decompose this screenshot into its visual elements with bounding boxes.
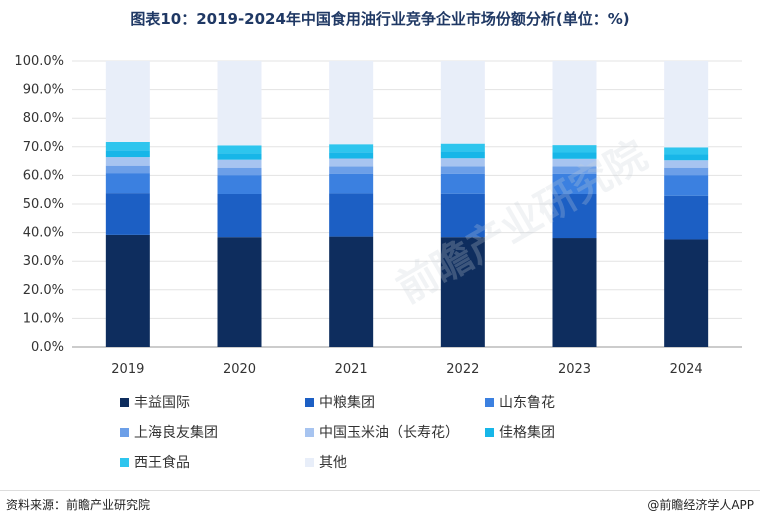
bar-segment <box>105 150 150 158</box>
bar-segment <box>552 158 597 167</box>
x-tick-label: 2021 <box>335 362 368 377</box>
bar-segment <box>552 173 597 194</box>
x-tick-label: 2019 <box>111 362 144 377</box>
legend-swatch <box>305 427 314 437</box>
bar-segment <box>105 165 150 174</box>
bar-segment <box>440 237 485 347</box>
y-tick-label: 40.0% <box>23 226 64 241</box>
x-tick-label: 2020 <box>223 362 256 377</box>
legend-item: 中粮集团 <box>305 392 375 412</box>
bar-segment <box>105 173 150 194</box>
bar-segment <box>664 195 709 240</box>
bar-segment <box>105 141 150 151</box>
legend-swatch <box>305 397 314 407</box>
legend-label: 山东鲁花 <box>499 395 555 411</box>
y-tick-label: 0.0% <box>31 340 64 355</box>
bar-segment <box>217 237 262 347</box>
bar-segment <box>217 153 262 160</box>
bar-segment <box>217 193 262 238</box>
bar-segment <box>329 158 374 167</box>
legend-label: 佳格集团 <box>499 425 555 441</box>
legend-item: 其他 <box>305 452 347 472</box>
legend-swatch <box>120 427 129 437</box>
y-tick-label: 90.0% <box>23 83 64 98</box>
legend-item: 山东鲁花 <box>485 392 555 412</box>
bar-segment <box>552 238 597 347</box>
bar-segment <box>440 143 485 152</box>
legend-item: 丰益国际 <box>120 392 190 412</box>
bar-segment <box>552 152 597 159</box>
bar-segment <box>105 234 150 347</box>
bar-segment <box>217 61 262 146</box>
y-tick-label: 80.0% <box>23 111 64 126</box>
legend-item: 西王食品 <box>120 452 190 472</box>
bar-segment <box>664 160 709 168</box>
legend-label: 丰益国际 <box>134 395 190 411</box>
legend-swatch <box>120 457 129 467</box>
legend-swatch <box>485 427 494 437</box>
bar-segment <box>664 239 709 347</box>
bar-segment <box>552 145 597 153</box>
stacked-bar-chart: 0.0% 10.0% 20.0% 30.0% 40.0% 50.0% 60.0% 70.0% 8… <box>14 54 742 377</box>
bar-segment <box>664 154 709 161</box>
bar-segment <box>440 61 485 144</box>
legend-label: 中粮集团 <box>319 395 375 411</box>
bar-segment <box>329 236 374 347</box>
legend-label: 中国玉米油（长寿花） <box>319 425 459 441</box>
bar-segment <box>105 193 150 235</box>
bar-segment <box>664 175 709 196</box>
legend-item: 中国玉米油（长寿花） <box>305 422 459 442</box>
bar-segment <box>552 166 597 174</box>
legend-label: 上海良友集团 <box>134 425 218 441</box>
y-tick-label: 100.0% <box>14 54 64 69</box>
bar-segment <box>329 166 374 174</box>
bar-segment <box>217 175 262 194</box>
y-tick-label: 50.0% <box>23 197 64 212</box>
chart-title: 图表10：2019-2024年中国食用油行业竞争企业市场份额分析(单位：%) <box>130 10 630 28</box>
legend-label: 西王食品 <box>134 455 190 471</box>
legend-swatch <box>305 457 314 467</box>
footer-divider <box>0 490 760 491</box>
bar-segment <box>329 173 374 194</box>
bar-segment <box>664 61 709 148</box>
bar-segment <box>105 61 150 142</box>
legend-item: 佳格集团 <box>485 422 555 442</box>
y-tick-label: 70.0% <box>23 140 64 155</box>
legend-swatch <box>485 397 494 407</box>
bar-segment <box>664 167 709 176</box>
legend-label: 其他 <box>319 455 347 471</box>
y-tick-label: 10.0% <box>23 311 64 326</box>
y-tick-label: 30.0% <box>23 254 64 269</box>
x-tick-label: 2022 <box>446 362 479 377</box>
x-tick-label: 2023 <box>558 362 591 377</box>
bar-segment <box>105 157 150 166</box>
bar-segment <box>329 193 374 237</box>
bar-segment <box>440 166 485 174</box>
bar-segment <box>440 151 485 159</box>
bar-segment <box>329 61 374 145</box>
credit-note: @前瞻经济学人APP <box>647 498 754 512</box>
bar-segment <box>217 159 262 168</box>
bar-segment <box>329 144 374 153</box>
x-tick-label: 2024 <box>670 362 703 377</box>
bar-segment <box>440 158 485 167</box>
bar-segment <box>217 145 262 154</box>
bar-segment <box>329 152 374 159</box>
legend-item: 上海良友集团 <box>120 422 218 442</box>
y-tick-label: 60.0% <box>23 168 64 183</box>
bar-segment <box>217 167 262 176</box>
legend-swatch <box>120 397 129 407</box>
bar-segment <box>664 147 709 155</box>
y-tick-label: 20.0% <box>23 283 64 298</box>
bar-segment <box>440 173 485 194</box>
source-note: 资料来源：前瞻产业研究院 <box>6 498 151 512</box>
bar-segment <box>552 61 597 146</box>
bar-segment <box>552 193 597 239</box>
bar-segment <box>440 193 485 238</box>
